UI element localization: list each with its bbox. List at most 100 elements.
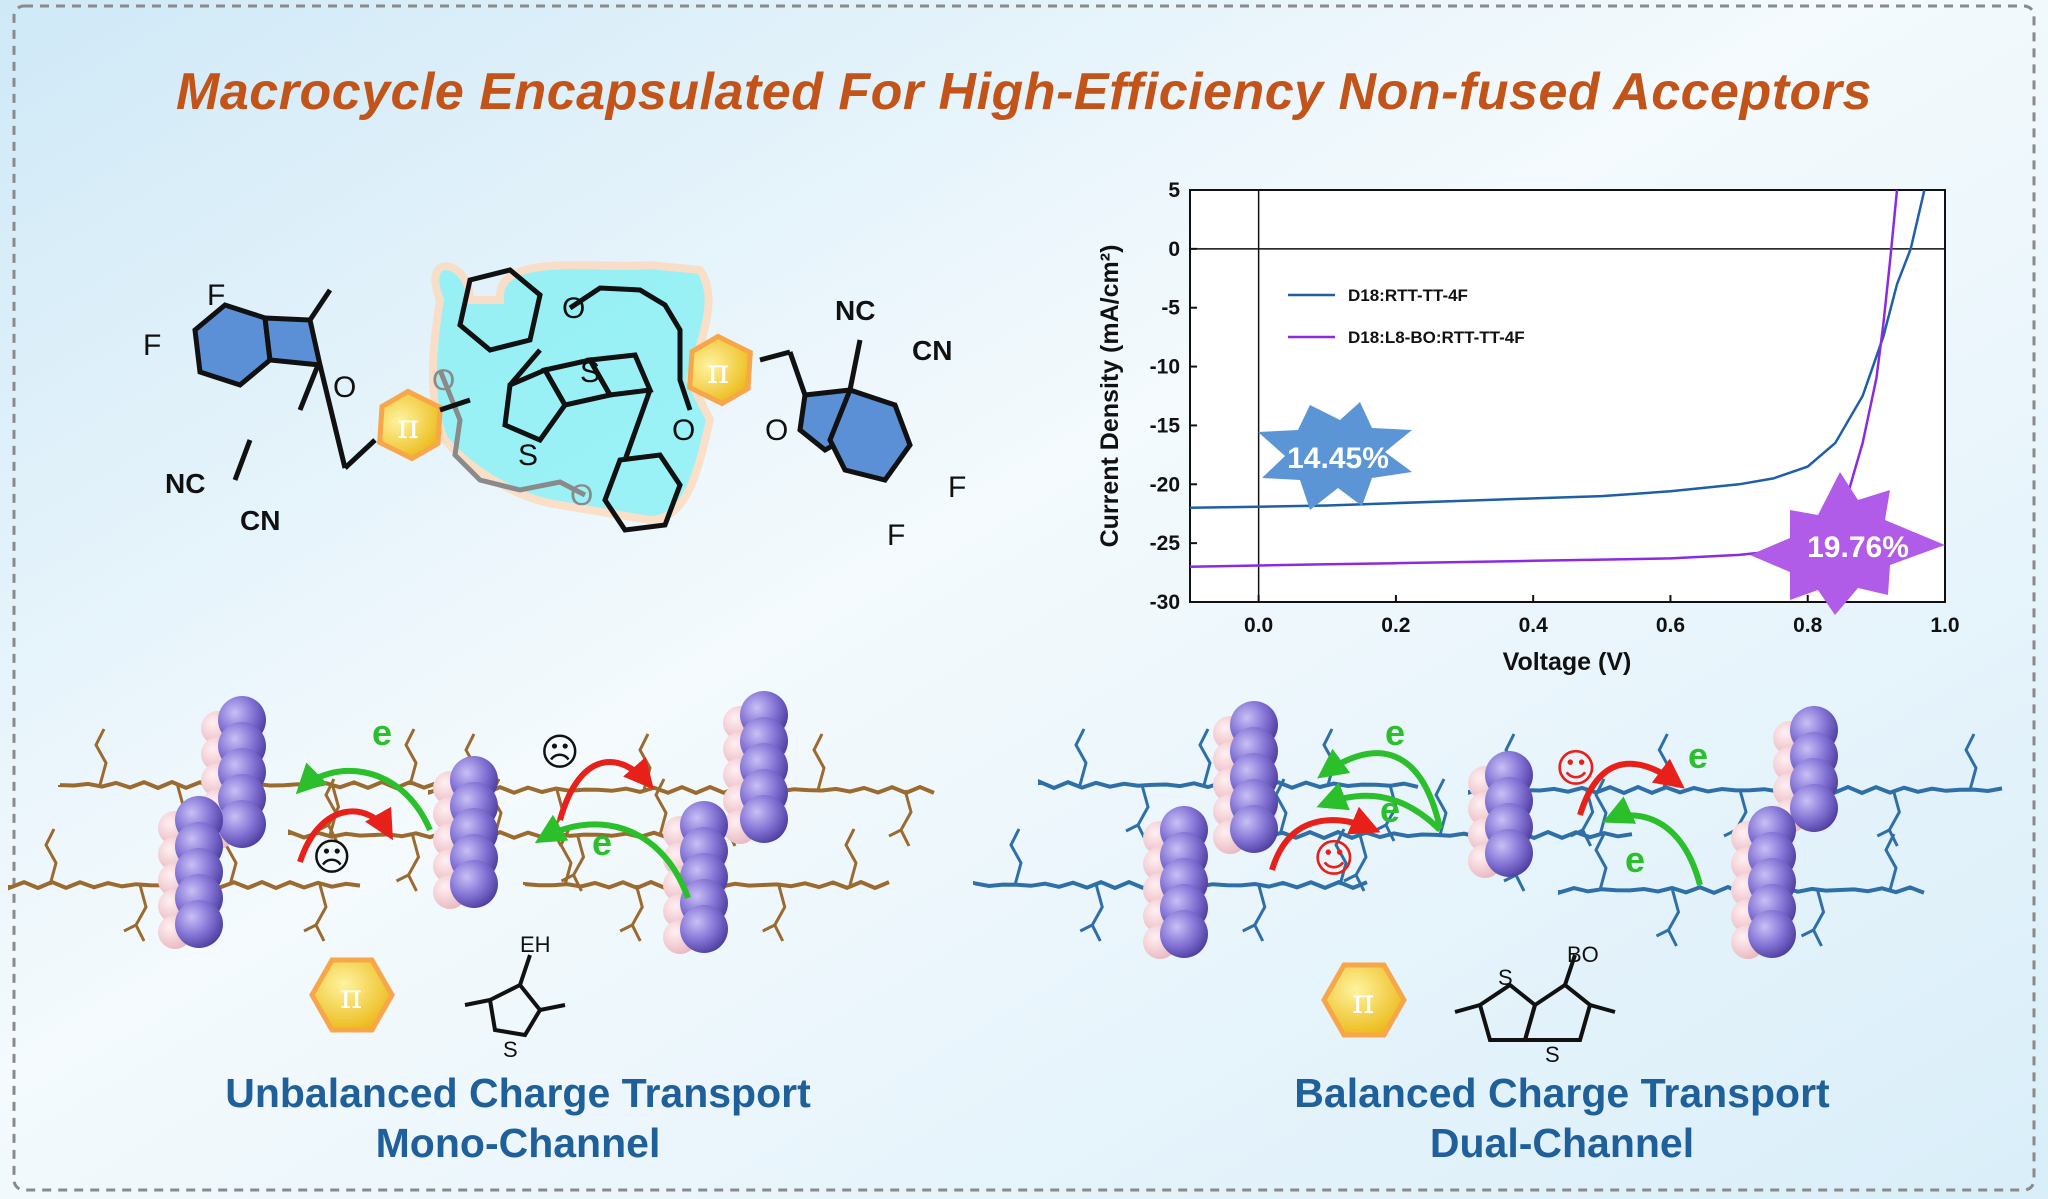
side-chain <box>1434 778 1448 836</box>
side-chain <box>619 884 644 942</box>
sphere-stacks-left <box>158 691 788 954</box>
dashed-frame <box>12 4 2036 1192</box>
atom-O-carbonyl-left: O <box>333 371 356 404</box>
electron-label-3: e <box>1385 712 1405 753</box>
side-chain <box>123 884 148 942</box>
caption-left: Unbalanced Charge Transport Mono-Channel <box>168 1068 868 1168</box>
strand-left-2 <box>428 784 935 796</box>
side-chain <box>44 828 58 886</box>
pce-badge-2 <box>1750 472 1945 615</box>
sphere-stacks-right <box>1143 701 1838 959</box>
hole-arrow-red-2 <box>557 757 654 821</box>
side-chain <box>395 834 421 892</box>
thiophene-eh <box>487 982 543 1038</box>
group-NC-left: NC <box>165 468 205 499</box>
side-chain <box>1334 828 1348 886</box>
atom-S-eh: S <box>503 1037 518 1062</box>
y-tick-label: -20 <box>1150 473 1180 496</box>
packing-dual-channel: e e e e ☺ ☺ π BO S S <box>973 701 2003 1067</box>
electron-arrow-green-4 <box>1316 782 1443 833</box>
pi-hexagon-legend-right <box>1321 962 1407 1038</box>
side-chain <box>1884 833 1898 891</box>
atom-S-bo-2: S <box>1545 1042 1560 1067</box>
side-chain <box>303 884 328 942</box>
stack-left-2-sphere <box>175 900 223 948</box>
electron-label-4: e <box>1380 789 1400 830</box>
side-chain <box>324 778 338 836</box>
pi-hexagon-legend-left <box>309 957 395 1033</box>
hole-arrow-red-1 <box>297 806 393 863</box>
pi-legend-label-left: π <box>340 977 362 1017</box>
x-tick-label: 1.0 <box>1930 614 1959 637</box>
sad-face-2: ☹ <box>312 835 352 879</box>
x-tick-label: 0.0 <box>1244 614 1273 637</box>
stack-right-4-sphere <box>1790 784 1838 832</box>
benzene-ring-top <box>457 267 543 353</box>
caption-right: Balanced Charge Transport Dual-Channel <box>1212 1068 1912 1168</box>
x-tick-label: 0.4 <box>1519 614 1549 637</box>
y-axis-label: Current Density (mA/cm²) <box>1096 245 1124 548</box>
pce-badge-2-label: 19.76% <box>1807 531 1909 564</box>
y-tick-label: -10 <box>1150 356 1180 379</box>
electron-arrow-green-5 <box>1602 796 1703 886</box>
side-chain <box>1074 728 1088 786</box>
legend-label-1: D18:RTT-TT-4F <box>1348 286 1468 305</box>
molecule-structure: O O O O S S π O F F NC CN π O F F NC <box>143 260 966 552</box>
atom-S-bo-1: S <box>1498 965 1513 990</box>
x-tick-label: 0.2 <box>1381 614 1410 637</box>
stack-right-5-sphere <box>1748 910 1796 958</box>
side-chain <box>1198 728 1212 786</box>
jv-chart: 0.0 0.2 0.4 0.6 0.8 1.0 5 0 -5 -10 -15 -20 -25 -30 D1… <box>1096 179 1960 676</box>
pi-label-left: π <box>397 407 419 447</box>
y-tick-label: 0 <box>1168 238 1180 261</box>
pce-badge-1-label: 14.45% <box>1287 442 1389 475</box>
y-tick-label: -15 <box>1150 414 1181 437</box>
electron-arrow-green-2 <box>534 814 691 900</box>
side-chain <box>1800 889 1826 947</box>
side-chain <box>404 728 418 786</box>
stack-left-5-sphere <box>680 905 728 953</box>
atom-S-2: S <box>518 439 538 472</box>
series-line-1 <box>1190 190 1926 510</box>
caption-left-line1: Unbalanced Charge Transport <box>225 1070 811 1116</box>
indanone-benzene-right <box>827 386 913 483</box>
side-chain <box>1079 884 1104 942</box>
atom-S-1: S <box>580 356 600 389</box>
side-chain <box>94 728 108 786</box>
electron-label-1: e <box>372 712 392 753</box>
y-tick-label: -25 <box>1150 532 1181 555</box>
side-chain <box>762 884 787 942</box>
electron-arrow-green-3 <box>1317 748 1443 829</box>
pce-badge-1 <box>1258 402 1412 510</box>
group-CN-left: CN <box>240 505 280 536</box>
stack-right-2-sphere <box>1160 910 1208 958</box>
atom-O-1: O <box>562 292 585 325</box>
electron-arrow-green-1 <box>295 762 433 832</box>
atom-O-2: O <box>432 364 455 397</box>
hole-arrow-red-4 <box>1269 806 1381 871</box>
thiophene-ring-1 <box>502 366 568 444</box>
hole-arrow-red-3 <box>1577 758 1685 816</box>
stack-left-1-sphere <box>218 800 266 848</box>
happy-face-2: ☺ <box>1313 836 1355 882</box>
side-chain <box>812 733 826 791</box>
caption-left-line2: Mono-Channel <box>375 1120 661 1166</box>
stack-left-3-sphere <box>450 860 498 908</box>
atom-O-4: O <box>570 479 593 512</box>
side-chain <box>1594 833 1608 891</box>
caption-right-line2: Dual-Channel <box>1429 1120 1695 1166</box>
legend-label-2: D18:L8-BO:RTT-TT-4F <box>1348 328 1525 347</box>
stack-right-1-sphere <box>1230 805 1278 853</box>
side-chain <box>1655 889 1681 947</box>
atom-F-left-2: F <box>143 329 161 362</box>
y-tick-label: -5 <box>1161 297 1180 320</box>
group-NC-right: NC <box>835 295 875 326</box>
group-CN-right: CN <box>912 335 952 366</box>
strand-right-2 <box>1468 784 2003 796</box>
electron-label-5: e <box>1688 735 1708 776</box>
packing-mono-channel: e e ☹ ☹ π EH S <box>8 691 935 1062</box>
stack-left-4-sphere <box>740 795 788 843</box>
side-chain-label-eh: EH <box>520 932 551 957</box>
y-tick-label: -30 <box>1150 591 1180 614</box>
